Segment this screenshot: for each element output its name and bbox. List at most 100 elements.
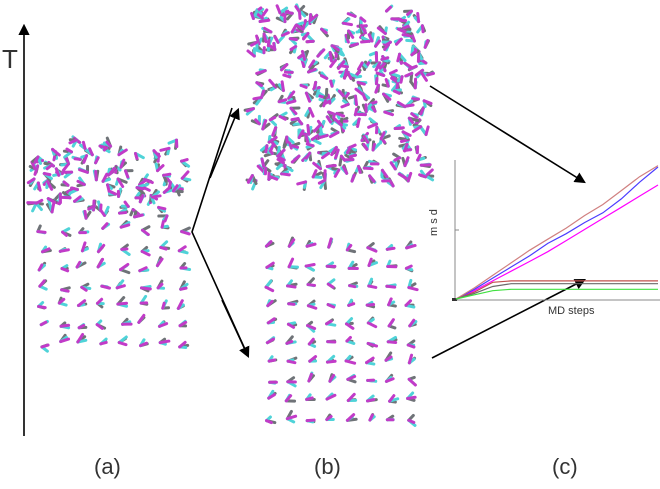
molecule-bond — [246, 174, 254, 184]
molecule-bond — [51, 147, 61, 157]
molecule-bond — [395, 37, 403, 46]
molecule-bond — [65, 187, 74, 194]
molecule-bond — [416, 12, 421, 24]
molecule-bond — [410, 112, 418, 119]
molecule-bond — [109, 190, 118, 196]
molecule-bond — [308, 107, 315, 118]
molecule-bond — [305, 242, 317, 248]
molecule-bond — [76, 332, 85, 344]
molecule-bond — [305, 396, 314, 401]
molecule-bond — [320, 27, 328, 35]
molecule-bond — [326, 303, 336, 309]
molecule-bond — [260, 89, 266, 99]
molecule-bond — [277, 98, 288, 104]
molecule-bond — [419, 106, 425, 116]
molecule-bond — [397, 172, 408, 180]
molecule-bond — [346, 12, 357, 18]
molecule-bond — [277, 155, 286, 162]
molecule-bond — [289, 106, 298, 116]
molecule-bond — [360, 39, 371, 44]
molecule-bond — [350, 173, 356, 183]
molecule-bond — [392, 89, 401, 95]
molecule-bond — [384, 355, 393, 362]
molecule-bond — [396, 52, 402, 63]
molecule-bond — [385, 246, 396, 251]
molecule-bond — [100, 284, 112, 290]
molecule-bond — [286, 284, 297, 289]
molecule-bond — [42, 172, 52, 177]
molecule-bond — [256, 164, 265, 174]
molecule-bond — [325, 319, 333, 326]
molecule-bond — [139, 341, 149, 348]
molecule-bond — [376, 26, 387, 35]
molecule-bond — [375, 71, 386, 77]
molecule-bond — [305, 418, 316, 423]
molecule-bond — [328, 373, 336, 383]
molecule-bond — [284, 10, 294, 15]
panel-label-c: (c) — [552, 454, 578, 479]
molecule-bond — [333, 117, 343, 127]
molecule-bond — [285, 99, 297, 105]
molecule-bond — [366, 321, 378, 329]
molecule-bond — [80, 285, 88, 292]
molecule-bond — [157, 205, 167, 211]
molecule-bond — [306, 283, 317, 287]
molecule-bond — [366, 341, 379, 348]
molecule-bond — [367, 122, 379, 129]
molecule-bond — [344, 359, 357, 365]
molecule-bond — [327, 237, 333, 249]
molecule-bond — [261, 119, 268, 131]
molecule-bond — [282, 73, 292, 79]
molecule-bond — [119, 223, 131, 229]
molecule-bond — [158, 339, 171, 345]
molecule-bond — [162, 187, 170, 194]
msd-series-line-1 — [455, 166, 659, 300]
molecule-bond — [337, 89, 345, 98]
molecule-bond — [299, 83, 308, 89]
molecule-bond — [343, 68, 349, 80]
molecule-bond — [354, 94, 359, 107]
molecule-bond — [245, 107, 255, 113]
molecule-bond — [157, 322, 169, 328]
molecule-bond — [405, 243, 417, 250]
molecule-bond — [418, 173, 428, 179]
molecule-bond — [359, 23, 368, 35]
molecule-bond — [307, 67, 317, 74]
molecule-bond — [306, 124, 311, 136]
arrow-to-liquid — [209, 107, 240, 179]
molecule-bond — [411, 125, 423, 133]
molecule-bond — [137, 313, 146, 324]
molecule-bond — [357, 61, 364, 71]
molecule-bond — [45, 163, 54, 171]
molecule-bond — [407, 116, 415, 124]
molecule-bond — [345, 145, 352, 155]
msd-series-line-4 — [455, 283, 658, 300]
snapshot-a-mixed-phase — [26, 135, 192, 353]
molecule-bond — [75, 260, 82, 269]
molecule-bond — [264, 240, 273, 248]
molecule-bond — [254, 118, 261, 126]
molecule-bond — [37, 304, 47, 310]
molecule-bond — [305, 142, 315, 148]
molecule-bond — [101, 172, 109, 183]
molecule-bond — [83, 209, 88, 220]
molecule-bond — [162, 172, 172, 177]
branch-connector — [191, 107, 249, 357]
molecule-bond — [276, 148, 286, 158]
molecule-bond — [326, 282, 335, 289]
molecule-bond — [294, 5, 301, 13]
molecule-bond — [68, 138, 79, 145]
molecule-bond — [163, 214, 169, 223]
molecule-bond — [262, 32, 268, 44]
molecule-bond — [393, 126, 405, 131]
molecule-bond — [156, 282, 164, 290]
molecule-bond — [176, 299, 184, 310]
molecule-bond — [116, 177, 125, 188]
molecule-bond — [263, 26, 273, 34]
molecule-bond — [302, 32, 310, 41]
molecule-bond — [362, 166, 374, 171]
molecule-bond — [54, 167, 61, 177]
molecule-bond — [118, 211, 128, 215]
molecule-bond — [285, 414, 298, 421]
molecule-bond — [252, 96, 264, 101]
